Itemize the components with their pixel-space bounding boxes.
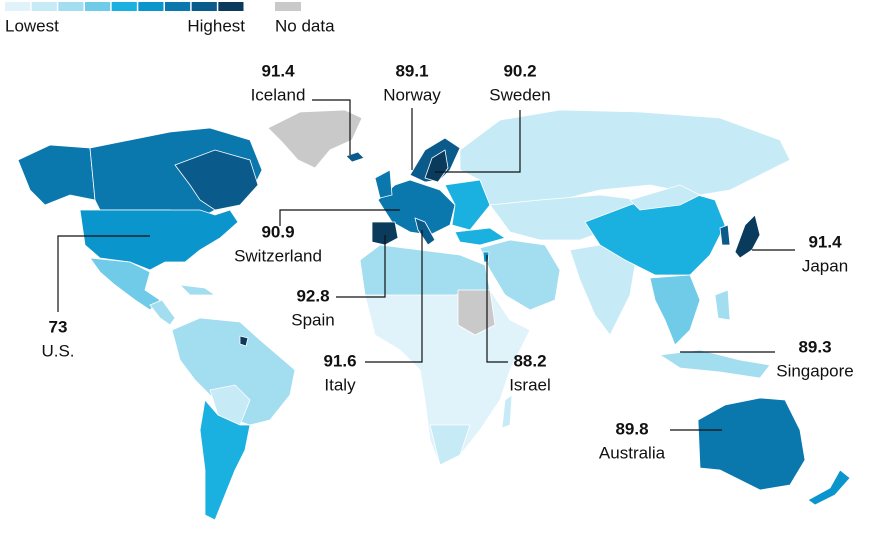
country-shape <box>714 289 731 321</box>
country-shape <box>178 284 217 296</box>
callout-value: 88.2 <box>513 351 546 370</box>
country-shape <box>364 289 531 466</box>
callout-label: Switzerland <box>234 246 322 265</box>
legend-swatch <box>275 2 301 11</box>
callout-value: 91.6 <box>323 351 356 370</box>
leader-line <box>279 209 400 226</box>
leader-line <box>486 255 508 363</box>
country-shape <box>459 109 791 211</box>
leader-line <box>57 235 150 312</box>
country-shape <box>209 384 251 426</box>
country-shape <box>414 217 436 246</box>
country-shape <box>501 394 513 429</box>
leader-lines <box>57 99 795 431</box>
leader-line <box>365 230 423 363</box>
country-shape <box>457 289 496 336</box>
callout-label: Singapore <box>776 361 854 380</box>
callout-value: 89.1 <box>395 61 428 80</box>
legend-low-label: Lowest <box>5 16 59 35</box>
callout-value: 73 <box>49 317 68 336</box>
callout-label: Australia <box>599 443 666 462</box>
country-shape <box>482 251 490 263</box>
legend-swatch <box>165 2 191 11</box>
country-shape <box>239 335 249 347</box>
country-shape <box>171 317 296 426</box>
country-shape <box>649 274 701 346</box>
callout-label: Norway <box>383 85 441 104</box>
country-shape <box>17 144 96 206</box>
callout-label: Japan <box>802 256 848 275</box>
country-shape <box>377 179 456 236</box>
country-shape <box>267 109 363 169</box>
callout-value: 89.8 <box>615 419 648 438</box>
legend-swatch <box>111 2 137 11</box>
country-shape <box>371 221 399 246</box>
callout-value: 90.9 <box>261 222 294 241</box>
callout-value: 91.4 <box>808 232 842 251</box>
country-shape <box>629 184 701 211</box>
country-shape <box>734 214 761 259</box>
callout-label: Israel <box>509 375 551 394</box>
legend-swatch <box>191 2 217 11</box>
callout-label: Iceland <box>251 85 306 104</box>
country-shape <box>719 224 731 246</box>
callout-value: 91.4 <box>261 61 295 80</box>
country-shape <box>807 469 851 506</box>
country-shape <box>374 169 393 199</box>
country-shape <box>424 149 449 183</box>
country-shape <box>149 299 176 326</box>
country-shape <box>199 399 251 521</box>
land <box>17 109 851 521</box>
country-shape <box>697 397 806 491</box>
legend-swatch <box>218 2 244 11</box>
legend-swatch <box>58 2 84 11</box>
country-shape <box>345 151 365 163</box>
leader-line <box>336 235 386 298</box>
legend-swatch <box>85 2 111 11</box>
leader-line <box>435 110 521 173</box>
callout-value: 90.2 <box>503 61 536 80</box>
callout-label: Italy <box>324 375 356 394</box>
legend-swatch <box>31 2 57 11</box>
legend-swatch <box>5 2 31 11</box>
callout-value: 92.8 <box>296 286 329 305</box>
callout-label: Sweden <box>489 85 550 104</box>
country-shape <box>454 227 506 246</box>
country-shape <box>658 349 771 379</box>
leader-line <box>312 99 351 155</box>
country-shape <box>429 424 471 466</box>
callout-value: 89.3 <box>798 337 831 356</box>
legend-swatch <box>138 2 164 11</box>
country-shape <box>79 209 239 271</box>
country-shape <box>174 149 259 211</box>
legend-no-data-label: No data <box>275 16 335 35</box>
country-shape <box>479 239 561 311</box>
callout-label: U.S. <box>41 341 74 360</box>
legend-high-label: Highest <box>187 16 245 35</box>
callout-label: Spain <box>291 310 334 329</box>
